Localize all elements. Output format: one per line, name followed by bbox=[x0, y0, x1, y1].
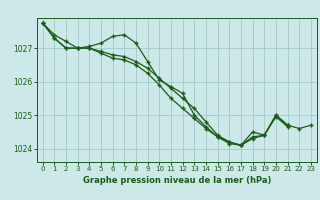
X-axis label: Graphe pression niveau de la mer (hPa): Graphe pression niveau de la mer (hPa) bbox=[83, 176, 271, 185]
